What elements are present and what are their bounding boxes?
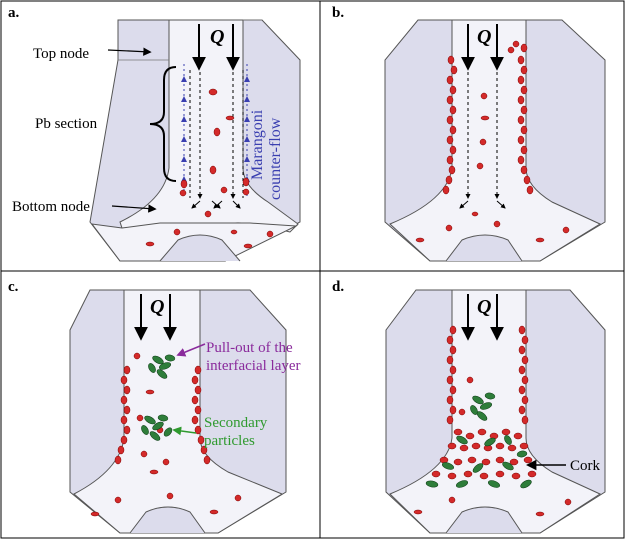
panel-b: Q b. [332,5,606,262]
pb-section-label: Pb section [35,116,98,132]
marangoni-label-2: counter-flow [267,117,284,200]
bottom-node-divider [445,234,523,262]
panel-d: Q d. Cork [332,279,606,534]
pullout-label-1: Pull-out of the [206,340,293,356]
marangoni-label-1: Marangoni [249,109,266,180]
q-label-c: Q [150,296,164,318]
secondary-label-2: particles [204,433,255,449]
secondary-label-1: Secondary [204,415,268,431]
bottom-node-divider [445,506,523,534]
panel-letter-a: a. [8,5,20,21]
bottom-node-divider [129,506,206,534]
q-label-b: Q [477,26,491,48]
panel-letter-b: b. [332,5,344,21]
bottom-node-divider [159,234,241,262]
cork-label: Cork [570,458,601,474]
q-label-a: Q [210,26,224,48]
top-node-label: Top node [33,46,89,62]
panel-a: Q [8,5,301,262]
panel-letter-c: c. [8,279,19,295]
q-label-d: Q [477,296,491,318]
panel-letter-d: d. [332,279,344,295]
bottom-node-label: Bottom node [12,199,90,215]
pullout-label-2: interfacial layer [206,358,301,374]
pb-brace [149,66,177,182]
panel-c: Q c. Pull-out of the interfacial layer S… [8,279,301,534]
